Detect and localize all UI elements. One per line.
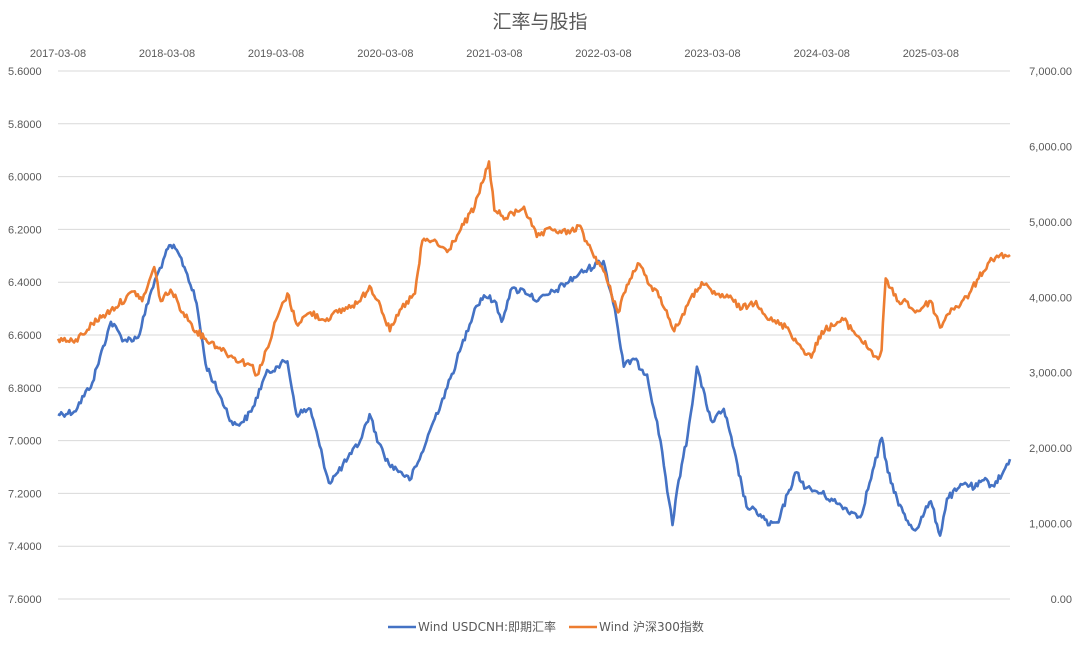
x-tick-label: 2018-03-08 (139, 48, 195, 60)
y-right-tick-label: 0.00 (1051, 594, 1072, 606)
y-left-tick-label: 5.8000 (8, 119, 42, 131)
legend: Wind USDCNH:即期汇率 Wind 沪深300指数 (388, 619, 704, 634)
x-tick-label: 2020-03-08 (357, 48, 413, 60)
x-tick-label: 2025-03-08 (903, 48, 959, 60)
series-line-0 (57, 243, 1012, 537)
y-right-tick-label: 4,000.00 (1029, 292, 1072, 304)
legend-label-1: Wind 沪深300指数 (599, 619, 704, 634)
series-layer (56, 160, 1012, 537)
y-right-tick-label: 1,000.00 (1029, 519, 1072, 531)
y-left-axis-ticks: 5.6000 5.8000 6.0000 6.2000 6.4000 6.6000 6.80… (8, 66, 42, 606)
legend-label-0: Wind USDCNH:即期汇率 (418, 619, 556, 634)
y-right-tick-label: 7,000.00 (1029, 66, 1072, 78)
y-left-tick-label: 7.6000 (8, 594, 42, 606)
y-left-tick-label: 6.0000 (8, 172, 42, 184)
x-axis-ticks: 2017-03-08 2018-03-08 2019-03-08 2020-03-08… (30, 48, 959, 60)
x-tick-label: 2017-03-08 (30, 48, 86, 60)
y-right-tick-label: 2,000.00 (1029, 443, 1072, 455)
y-left-tick-label: 7.2000 (8, 488, 42, 500)
y-left-tick-label: 7.0000 (8, 436, 42, 448)
x-tick-label: 2019-03-08 (248, 48, 304, 60)
y-left-tick-label: 5.6000 (8, 66, 42, 78)
y-right-tick-label: 3,000.00 (1029, 368, 1072, 380)
y-left-tick-label: 7.4000 (8, 541, 42, 553)
y-left-tick-label: 6.2000 (8, 224, 42, 236)
x-tick-label: 2022-03-08 (575, 48, 631, 60)
y-right-axis-ticks: 0.00 1,000.00 2,000.00 3,000.00 4,000.00 5,00… (1029, 66, 1072, 606)
x-tick-label: 2023-03-08 (684, 48, 740, 60)
series-line-1 (56, 160, 1011, 377)
chart-title: 汇率与股指 (492, 11, 587, 33)
x-tick-label: 2021-03-08 (466, 48, 522, 60)
x-tick-label: 2024-03-08 (794, 48, 850, 60)
y-left-tick-label: 6.4000 (8, 277, 42, 289)
y-right-tick-label: 6,000.00 (1029, 141, 1072, 153)
y-left-tick-label: 6.8000 (8, 383, 42, 395)
y-left-tick-label: 6.6000 (8, 330, 42, 342)
y-right-tick-label: 5,000.00 (1029, 217, 1072, 229)
